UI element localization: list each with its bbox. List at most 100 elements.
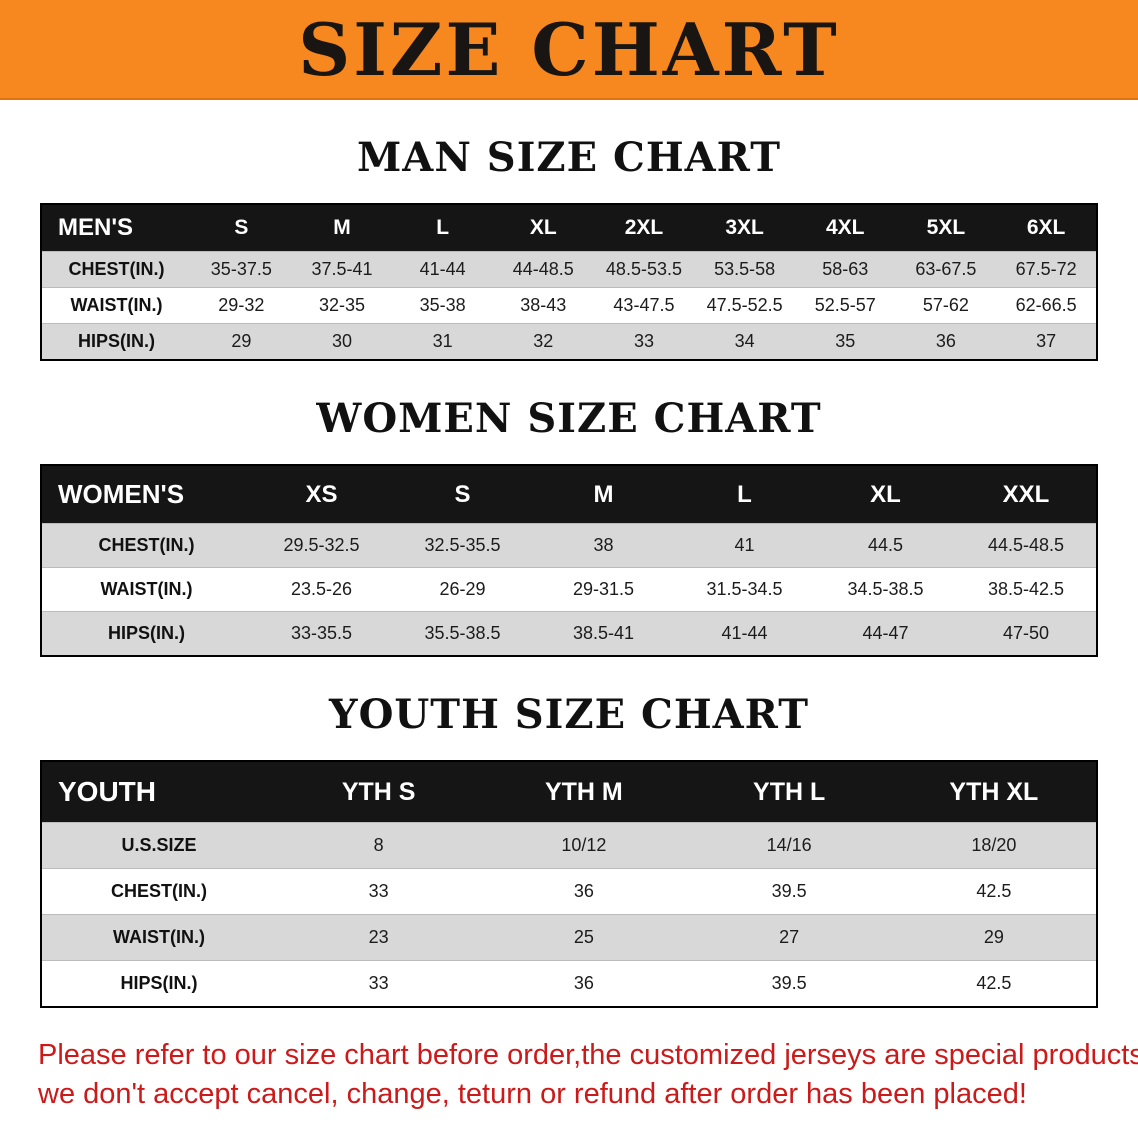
table-row: WAIST(IN.) 23 25 27 29	[41, 914, 1097, 961]
size-column-header: YTH S	[276, 761, 482, 823]
men-size-table: MEN'S S M L XL 2XL 3XL 4XL 5XL 6XL CHEST(IN.) 35-37…	[40, 203, 1098, 361]
size-column-header: M	[291, 204, 393, 252]
size-column-header: S	[191, 204, 292, 252]
size-column-header: 6XL	[996, 204, 1097, 252]
row-label: CHEST(IN.)	[68, 259, 165, 279]
size-value-cell: 10/12	[561, 835, 607, 855]
size-value-cell: 32-35	[318, 295, 365, 315]
men-section: MAN SIZE CHART MEN'S S M L XL 2XL 3XL 4XL 5XL 6XL…	[0, 134, 1138, 361]
size-value-cell: 29-32	[218, 295, 265, 315]
size-value-cell: 25	[573, 927, 594, 947]
table-row: CHEST(IN.) 29.5-32.5 32.5-35.5 38 41 44.5 44.5…	[41, 523, 1097, 568]
size-value-cell: 36	[573, 881, 594, 901]
table-row: HIPS(IN.) 33 36 39.5 42.5	[41, 960, 1097, 1008]
size-value-cell: 23.5-26	[290, 579, 353, 599]
order-notice: Please refer to our size chart before or…	[38, 1036, 1138, 1114]
size-value-cell: 37	[1036, 331, 1057, 351]
size-value-cell: 32	[533, 331, 554, 351]
size-value-cell: 57-62	[922, 295, 969, 315]
men-chart-title: MAN SIZE CHART	[357, 134, 781, 181]
size-value-cell: 67.5-72	[1015, 259, 1077, 279]
women-size-table: WOMEN'S XS S M L XL XXL CHEST(IN.) 29.5-32.5 32.5…	[40, 464, 1098, 657]
size-value-cell: 30	[331, 331, 352, 351]
size-value-cell: 33-35.5	[290, 623, 353, 643]
order-notice-line: we don't accept cancel, change, teturn o…	[38, 1078, 1027, 1111]
size-chart-banner: SIZE CHART	[0, 0, 1138, 100]
size-value-cell: 41	[734, 535, 755, 555]
table-row: WAIST(IN.) 23.5-26 26-29 29-31.5 31.5-34.5 34…	[41, 567, 1097, 612]
size-value-cell: 39.5	[771, 973, 807, 993]
header-row: YOUTH YTH S YTH M YTH L YTH XL	[41, 761, 1097, 823]
page-title: SIZE CHART	[298, 6, 840, 92]
size-column-header: 5XL	[895, 204, 997, 252]
size-value-cell: 42.5	[976, 973, 1012, 993]
size-column-header: YTH XL	[891, 761, 1097, 823]
size-column-header: L	[392, 204, 493, 252]
size-value-cell: 36	[573, 973, 594, 993]
table-corner-label: WOMEN'S	[41, 465, 251, 524]
size-value-cell: 38.5-42.5	[987, 579, 1065, 599]
row-label: WAIST(IN.)	[70, 295, 163, 315]
size-value-cell: 32.5-35.5	[424, 535, 501, 555]
size-column-header: 2XL	[593, 204, 695, 252]
size-column-header: M	[533, 465, 674, 524]
size-value-cell: 47.5-52.5	[706, 295, 783, 315]
size-column-header: XL	[492, 204, 594, 252]
women-chart-title: WOMEN SIZE CHART	[316, 395, 822, 442]
size-value-cell: 35-37.5	[210, 259, 272, 279]
row-label: HIPS(IN.)	[77, 331, 155, 351]
row-label: HIPS(IN.)	[107, 623, 185, 643]
size-column-header: S	[392, 465, 533, 524]
table-corner-label: YOUTH	[41, 761, 276, 823]
size-value-cell: 47-50	[1002, 623, 1050, 643]
size-column-header: XS	[251, 465, 392, 524]
size-value-cell: 34.5-38.5	[847, 579, 924, 599]
size-value-cell: 38.5-41	[572, 623, 635, 643]
size-value-cell: 29.5-32.5	[283, 535, 360, 555]
size-value-cell: 8	[373, 835, 384, 855]
row-label: CHEST(IN.)	[98, 535, 195, 555]
table-corner-label: MEN'S	[41, 204, 191, 252]
size-value-cell: 35.5-38.5	[424, 623, 501, 643]
size-value-cell: 39.5	[771, 881, 807, 901]
size-value-cell: 62-66.5	[1015, 295, 1077, 315]
size-value-cell: 44.5	[867, 535, 904, 555]
size-value-cell: 48.5-53.5	[605, 259, 682, 279]
size-value-cell: 53.5-58	[714, 259, 776, 279]
size-value-cell: 38	[593, 535, 614, 555]
size-value-cell: 14/16	[766, 835, 812, 855]
size-value-cell: 52.5-57	[814, 295, 876, 315]
size-value-cell: 41-44	[721, 623, 768, 643]
size-value-cell: 29-31.5	[572, 579, 635, 599]
size-value-cell: 37.5-41	[311, 259, 373, 279]
table-row: HIPS(IN.) 33-35.5 35.5-38.5 38.5-41 41-44 44-…	[41, 611, 1097, 656]
size-value-cell: 33	[633, 331, 654, 351]
header-row: MEN'S S M L XL 2XL 3XL 4XL 5XL 6XL	[41, 204, 1097, 252]
size-value-cell: 35-38	[419, 295, 466, 315]
size-value-cell: 26-29	[439, 579, 486, 599]
size-value-cell: 35	[835, 331, 856, 351]
row-label: WAIST(IN.)	[113, 927, 205, 947]
youth-section: YOUTH SIZE CHART YOUTH YTH S YTH M YTH L YTH…	[0, 691, 1138, 1008]
header-row: WOMEN'S XS S M L XL XXL	[41, 465, 1097, 524]
table-row: HIPS(IN.) 29 30 31 32 33 34 35 36 37	[41, 323, 1097, 360]
size-value-cell: 27	[779, 927, 800, 947]
size-value-cell: 38-43	[520, 295, 567, 315]
table-row: CHEST(IN.) 35-37.5 37.5-41 41-44 44-48.5 48.5…	[41, 251, 1097, 288]
row-label: HIPS(IN.)	[120, 973, 198, 993]
size-value-cell: 31	[432, 331, 453, 351]
size-value-cell: 33	[368, 881, 389, 901]
table-row: CHEST(IN.) 33 36 39.5 42.5	[41, 868, 1097, 915]
size-column-header: 3XL	[694, 204, 795, 252]
order-notice-line: Please refer to our size chart before or…	[38, 1039, 1138, 1071]
row-label: CHEST(IN.)	[111, 881, 207, 901]
size-column-header: YTH M	[481, 761, 687, 823]
size-column-header: 4XL	[794, 204, 896, 252]
size-value-cell: 36	[935, 331, 956, 351]
size-column-header: XL	[815, 465, 956, 524]
size-value-cell: 44-47	[862, 623, 909, 643]
size-value-cell: 29	[231, 331, 252, 351]
size-value-cell: 63-67.5	[915, 259, 977, 279]
size-value-cell: 43-47.5	[613, 295, 675, 315]
size-value-cell: 29	[983, 927, 1004, 947]
